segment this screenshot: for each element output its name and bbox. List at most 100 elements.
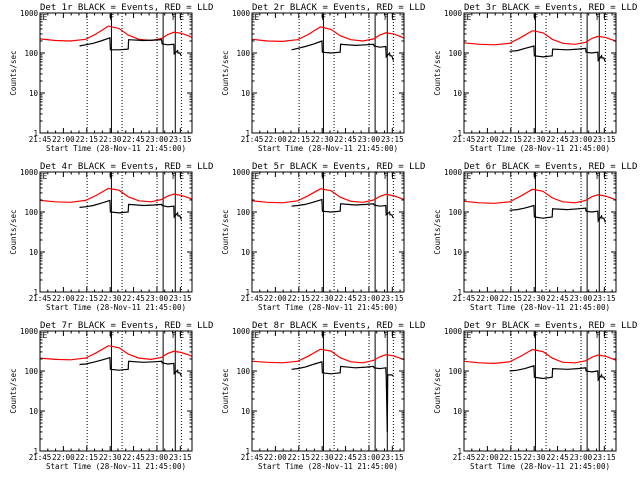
flag-label: E	[603, 331, 608, 340]
x-tick-label: 23:15	[593, 294, 616, 303]
x-axis-label: Start Time (28-Nov-11 21:45:00)	[46, 303, 186, 312]
x-tick-label: 22:30	[523, 453, 546, 462]
y-tick-label: 100	[448, 208, 462, 217]
x-axis-label: Start Time (28-Nov-11 21:45:00)	[470, 144, 610, 153]
y-tick-label: 10	[29, 407, 39, 416]
x-tick-label: 23:15	[169, 135, 192, 144]
flag-label: F	[321, 13, 326, 22]
chart-title: Det 3r BLACK = Events, RED = LLD	[464, 3, 637, 13]
x-tick-label: 22:45	[334, 294, 357, 303]
x-tick-label: 22:45	[122, 135, 145, 144]
x-tick-label: 23:00	[146, 135, 169, 144]
series-lld-line	[463, 348, 617, 365]
flag-label: F	[384, 13, 389, 22]
y-tick-label: 1000	[232, 327, 251, 336]
series-events-line	[291, 198, 394, 219]
flag-label: F	[596, 172, 601, 181]
x-axis-label: Start Time (28-Nov-11 21:45:00)	[46, 144, 186, 153]
x-tick-label: 22:30	[99, 135, 122, 144]
y-tick-label: 1000	[20, 9, 39, 18]
x-tick-label: 22:30	[311, 453, 334, 462]
y-tick-label: 1000	[20, 168, 39, 177]
y-tick-label: 10	[241, 248, 251, 257]
x-tick-label: 22:45	[546, 135, 569, 144]
x-tick-label: 21:45	[241, 453, 264, 462]
y-axis-label: Counts/sec	[433, 209, 442, 254]
series-lld-line	[463, 188, 617, 204]
plot-frame	[251, 330, 405, 452]
x-tick-label: 22:00	[264, 294, 287, 303]
x-tick-label: 23:15	[381, 453, 404, 462]
y-tick-label: 100	[24, 49, 38, 58]
series-lld-line	[39, 187, 193, 203]
series-lld-line	[463, 30, 617, 46]
series-events-line	[291, 40, 394, 61]
x-tick-label: 22:15	[287, 135, 310, 144]
x-tick-label: 22:15	[499, 294, 522, 303]
y-axis-label: Counts/sec	[221, 50, 230, 95]
y-axis-label: Counts/sec	[9, 209, 18, 254]
chart-title: Det 5r BLACK = Events, RED = LLD	[252, 162, 425, 172]
chart-title: Det 1r BLACK = Events, RED = LLD	[40, 3, 213, 13]
plot-frame	[463, 330, 617, 452]
y-tick-label: 100	[24, 208, 38, 217]
x-axis-label: Start Time (28-Nov-11 21:45:00)	[258, 144, 398, 153]
flag-label: E	[467, 13, 472, 22]
y-tick-label: 10	[29, 89, 39, 98]
x-axis-label: Start Time (28-Nov-11 21:45:00)	[258, 303, 398, 312]
y-axis-label: Counts/sec	[221, 368, 230, 413]
x-tick-label: 22:00	[52, 294, 75, 303]
x-tick-label: 22:30	[523, 294, 546, 303]
x-tick-label: 23:15	[593, 135, 616, 144]
series-events-line	[79, 36, 182, 57]
x-tick-label: 22:00	[476, 453, 499, 462]
flag-label: F	[109, 172, 114, 181]
x-tick-label: 23:15	[381, 135, 404, 144]
y-tick-label: 10	[241, 89, 251, 98]
flag-label: F	[172, 172, 177, 181]
plot-frame	[463, 12, 617, 134]
x-tick-label: 23:00	[358, 294, 381, 303]
x-tick-label: 22:00	[476, 135, 499, 144]
x-tick-label: 21:45	[241, 294, 264, 303]
flag-label: E	[391, 172, 396, 181]
flag-label: E	[179, 172, 184, 181]
x-tick-label: 22:15	[499, 453, 522, 462]
x-tick-label: 21:45	[453, 135, 476, 144]
y-axis-label: Counts/sec	[433, 50, 442, 95]
series-events-line	[509, 204, 606, 223]
x-tick-label: 22:45	[122, 294, 145, 303]
y-axis-label: Counts/sec	[221, 209, 230, 254]
flag-label: E	[603, 13, 608, 22]
series-lld-line	[251, 26, 405, 43]
flag-label: F	[384, 331, 389, 340]
flag-label: F	[596, 331, 601, 340]
flag-label: F	[109, 331, 114, 340]
series-lld-line	[39, 345, 193, 361]
y-tick-label: 1000	[232, 168, 251, 177]
flag-label: E	[255, 13, 260, 22]
x-tick-label: 22:15	[75, 453, 98, 462]
x-tick-label: 23:15	[169, 453, 192, 462]
series-events-line	[79, 199, 182, 220]
plot-frame	[39, 171, 193, 293]
y-tick-label: 10	[241, 407, 251, 416]
flag-label: E	[43, 13, 48, 22]
flag-label: E	[467, 331, 472, 340]
flag-label: F	[321, 172, 326, 181]
flag-label: E	[43, 331, 48, 340]
series-events-line	[509, 364, 606, 382]
x-axis-label: Start Time (28-Nov-11 21:45:00)	[258, 462, 398, 471]
x-tick-label: 23:00	[358, 135, 381, 144]
y-tick-label: 100	[236, 367, 250, 376]
